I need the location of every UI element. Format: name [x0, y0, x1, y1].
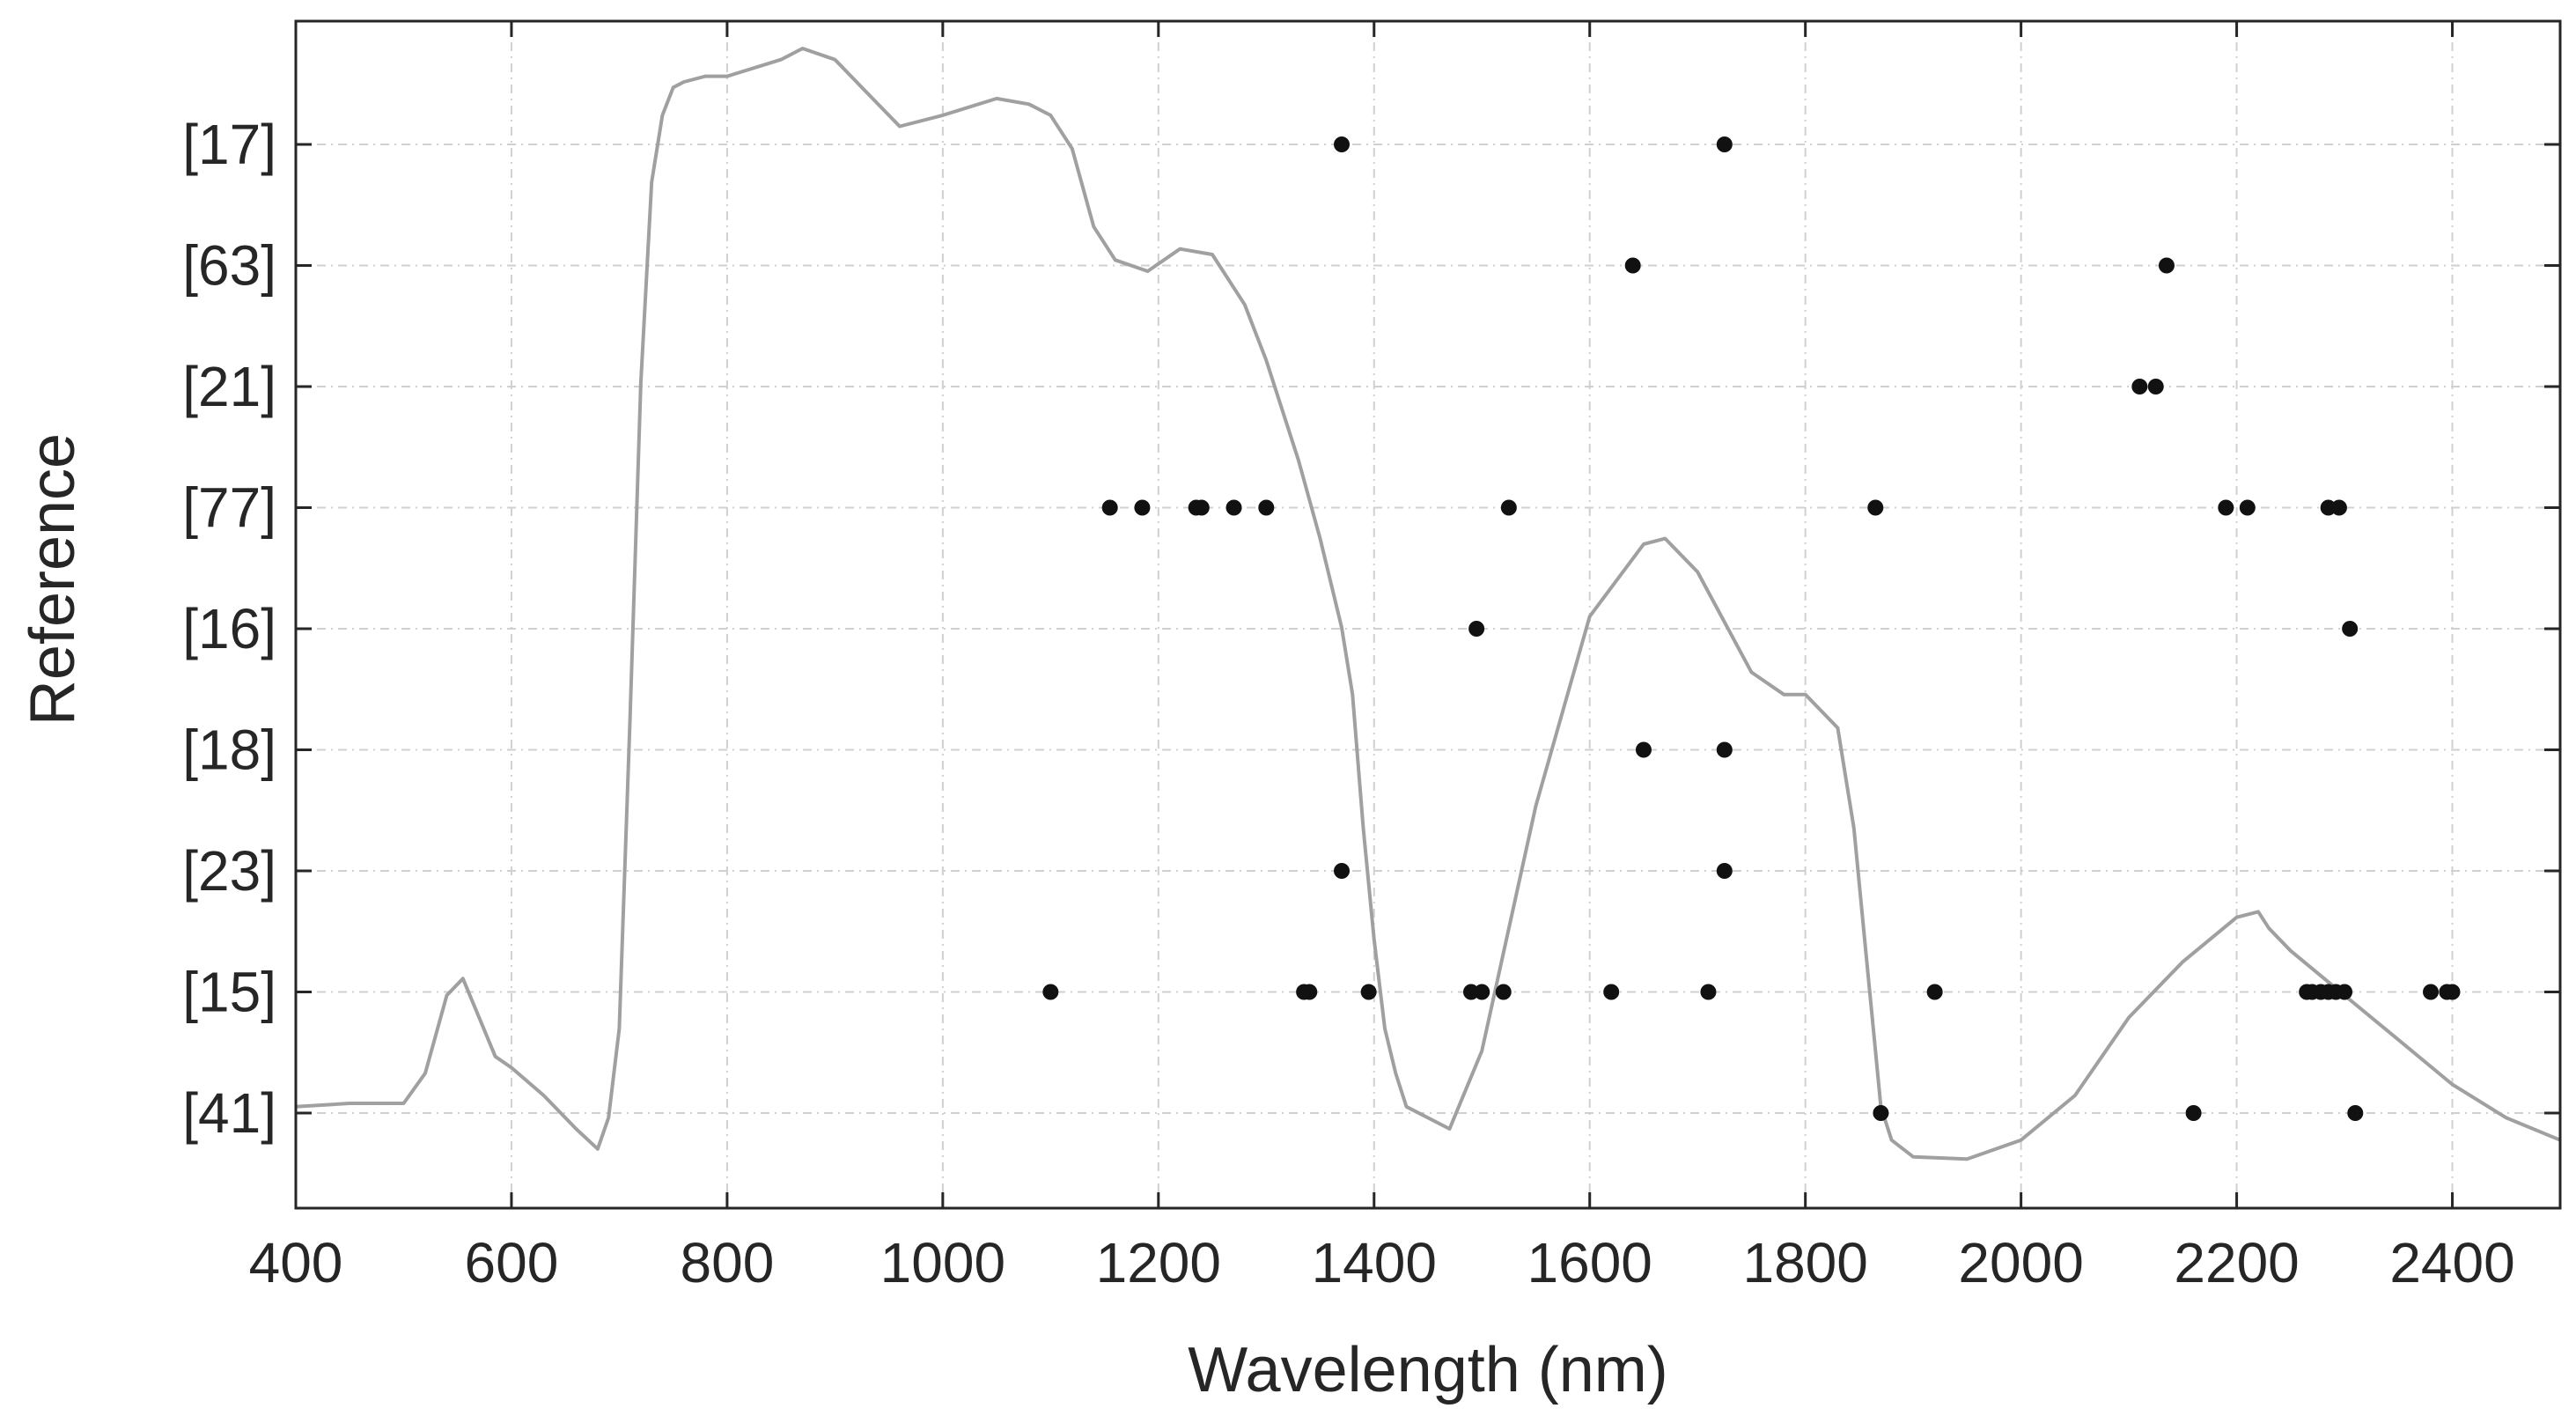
y-tick-label: [63] — [182, 234, 276, 298]
data-point — [1495, 984, 1512, 1000]
x-tick-label: 1600 — [1527, 1231, 1652, 1294]
data-point — [1624, 257, 1641, 274]
points-layer — [1042, 136, 2461, 1121]
data-point — [2147, 379, 2164, 394]
x-tick-label: 1000 — [880, 1231, 1005, 1294]
data-point — [1716, 863, 1733, 879]
data-point — [2347, 1105, 2364, 1121]
data-point — [2218, 499, 2234, 516]
ticks-layer — [294, 21, 2560, 1208]
data-point — [1700, 984, 1717, 1000]
y-tick-label: [17] — [182, 113, 276, 176]
data-point — [1500, 499, 1517, 516]
data-point — [1225, 499, 1242, 516]
y-tick-label: [23] — [182, 839, 276, 903]
data-point — [1468, 621, 1485, 637]
data-point — [2239, 499, 2256, 516]
data-point — [1301, 984, 1318, 1000]
y-axis-title: Reference — [18, 433, 88, 726]
data-point — [1360, 984, 1377, 1000]
y-tick-label: [21] — [182, 355, 276, 418]
x-tick-label: 1200 — [1096, 1231, 1221, 1294]
x-tick-label: 600 — [465, 1231, 559, 1294]
x-tick-labels: 400 600 800 1000 1200 1400 1600 1800 2000 2200 240… — [249, 1231, 2515, 1294]
data-point — [1474, 984, 1490, 1000]
data-point — [2423, 984, 2440, 1000]
data-point — [1867, 499, 1884, 516]
y-tick-label: [16] — [182, 597, 276, 660]
data-point — [1042, 984, 1059, 1000]
x-tick-label: 2200 — [2174, 1231, 2299, 1294]
y-tick-labels: [17] [63] [21] [77] [16] [18] [23] [15] [41] — [182, 113, 276, 1145]
x-tick-label: 2000 — [1958, 1231, 2083, 1294]
data-point — [2337, 984, 2353, 1000]
y-tick-label: [15] — [182, 961, 276, 1024]
data-point — [1101, 499, 1118, 516]
x-tick-label: 1400 — [1312, 1231, 1437, 1294]
data-point — [1603, 984, 1620, 1000]
data-point — [1716, 741, 1733, 758]
x-tick-label: 1800 — [1742, 1231, 1867, 1294]
x-tick-label: 2400 — [2389, 1231, 2514, 1294]
data-point — [2444, 984, 2461, 1000]
data-point — [1334, 136, 1351, 152]
data-point — [1134, 499, 1151, 516]
data-point — [1926, 984, 1943, 1000]
data-point — [1716, 136, 1733, 152]
x-tick-label: 800 — [681, 1231, 775, 1294]
plot-frame — [294, 19, 2562, 1210]
data-point — [2330, 499, 2347, 516]
y-tick-label: [41] — [182, 1081, 276, 1145]
x-axis-title: Wavelength (nm) — [1188, 1335, 1668, 1405]
data-point — [1873, 1105, 1889, 1121]
x-tick-label: 400 — [249, 1231, 343, 1294]
data-point — [1334, 863, 1351, 879]
grid-layer — [296, 21, 2560, 1208]
y-tick-label: [18] — [182, 719, 276, 782]
data-point — [1193, 499, 1210, 516]
data-point — [2185, 1105, 2202, 1121]
data-point — [2131, 379, 2148, 394]
data-point — [2158, 257, 2175, 274]
data-point — [1258, 499, 1275, 516]
reflectance-curve — [295, 47, 2561, 1161]
data-point — [1635, 741, 1652, 758]
y-tick-label: [77] — [182, 476, 276, 540]
data-point — [2342, 621, 2359, 637]
